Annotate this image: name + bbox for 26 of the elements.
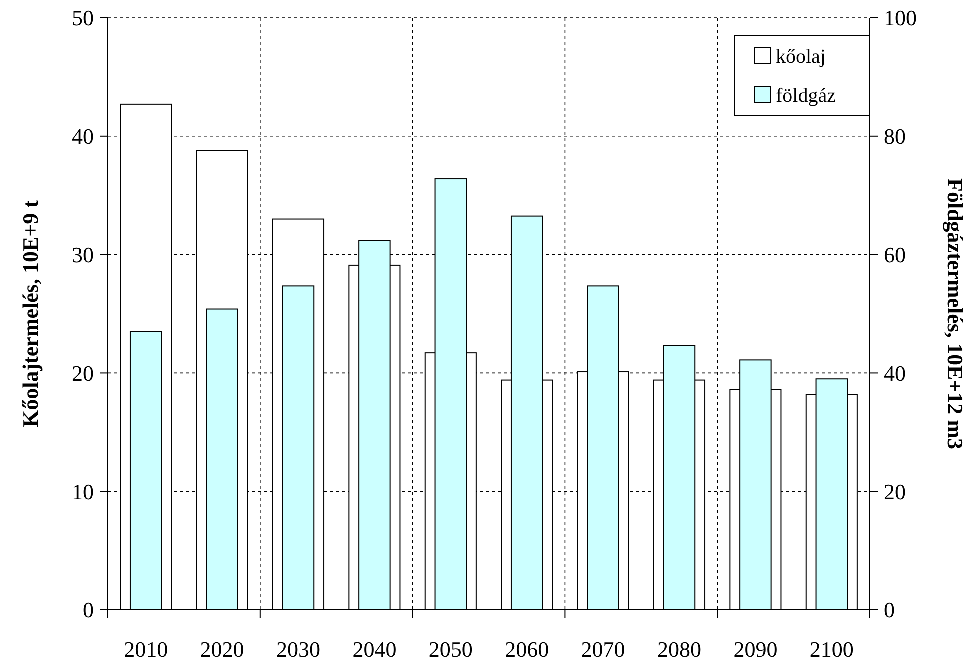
x-tick-label: 2040 [352,637,397,662]
y-tick-label: 10 [72,479,94,504]
y2-tick-label: 60 [884,242,906,268]
y2-tick-label: 80 [884,124,906,150]
x-tick-label: 2080 [658,637,702,662]
x-tick-label: 2070 [581,637,626,662]
y-tick-label: 20 [72,360,94,386]
x-tick-label: 2020 [200,637,244,662]
legend-label: földgáz [776,85,836,107]
y-tick-label: 50 [72,6,94,31]
y2-axis-title: Földgáztermelés, 10E+12 m3 [943,178,968,450]
y-tick-label: 0 [83,598,94,623]
x-tick-label: 2030 [276,637,320,662]
y-tick-label: 40 [72,124,94,150]
x-tick-label: 2100 [810,637,854,662]
y-tick-label: 30 [72,242,94,268]
x-tick-label: 2060 [505,637,550,662]
x-tick-label: 2090 [734,637,778,662]
y2-tick-label: 40 [884,360,906,386]
y2-tick-label: 100 [884,6,917,31]
x-tick-label: 2010 [124,637,168,662]
legend-label: kőolaj [776,46,826,68]
y2-tick-label: 20 [884,479,906,504]
y2-tick-label: 0 [884,598,895,623]
x-tick-label: 2050 [428,637,473,662]
y-axis-title: Kőolajtermelés, 10E+9 t [18,200,43,428]
